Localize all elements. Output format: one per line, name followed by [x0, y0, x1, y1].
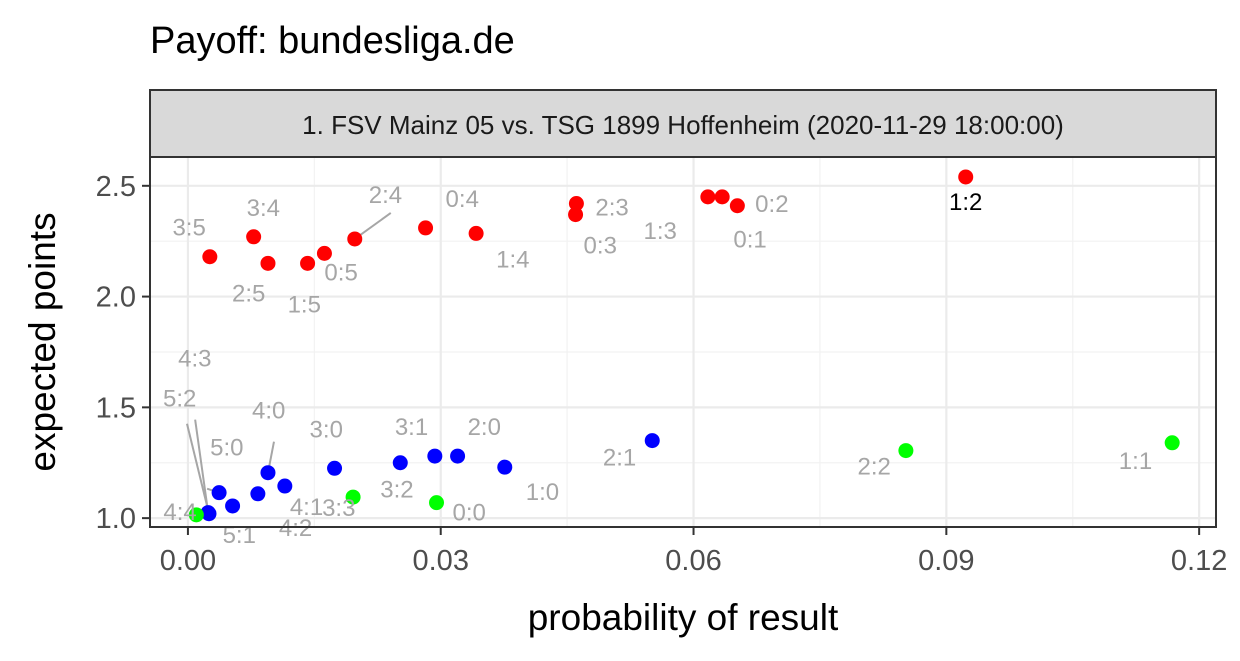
data-point — [202, 249, 218, 265]
axes: 0.00 0.03 0.06 0.09 0.12 1.0 1.5 2.0 2.5 — [96, 171, 1228, 577]
data-point — [714, 189, 730, 205]
point-label: 0:4 — [446, 186, 479, 213]
y-tick-label: 1.5 — [96, 392, 136, 424]
data-point — [260, 465, 276, 481]
x-tick-label: 0.03 — [413, 545, 469, 577]
data-point — [958, 169, 974, 185]
point-label: 4:0 — [252, 398, 285, 425]
chart-title: Payoff: bundesliga.de — [150, 20, 515, 62]
point-label: 0:3 — [584, 233, 617, 260]
point-label: 3:5 — [172, 215, 205, 242]
point-label: 2:2 — [858, 454, 891, 481]
point-label: 1:3 — [643, 218, 676, 245]
data-point — [1164, 435, 1180, 451]
data-point — [246, 229, 262, 245]
data-point — [211, 485, 227, 501]
facet-strip-label: 1. FSV Mainz 05 vs. TSG 1899 Hoffenheim … — [302, 110, 1064, 140]
x-tick-label: 0.06 — [665, 545, 721, 577]
point-label: 0:1 — [733, 227, 766, 254]
point-label: 4:3 — [178, 346, 211, 373]
x-axis-title: probability of result — [528, 597, 839, 638]
point-label: 1:5 — [288, 291, 321, 318]
label-leader-line — [186, 423, 210, 514]
point-label: 0:5 — [324, 259, 357, 286]
data-point — [225, 498, 241, 514]
data-point — [468, 225, 484, 241]
data-points — [188, 169, 1180, 523]
point-label: 3:2 — [380, 477, 413, 504]
data-point — [418, 220, 434, 236]
data-point — [188, 507, 204, 523]
point-label: 4:2 — [279, 515, 312, 542]
data-point — [345, 489, 361, 505]
point-label: 2:1 — [603, 445, 636, 472]
facet-strip — [149, 89, 1217, 158]
point-label: 0:2 — [755, 191, 788, 218]
data-point — [260, 255, 276, 271]
point-label: 1:2 — [949, 189, 982, 216]
point-label: 1:4 — [496, 246, 529, 273]
data-point — [347, 231, 363, 247]
data-point — [327, 460, 343, 476]
data-point — [392, 455, 408, 471]
point-label: 3:4 — [247, 195, 280, 222]
y-tick-label: 1.0 — [96, 503, 136, 535]
point-label: 1:1 — [1119, 448, 1152, 475]
data-point — [277, 478, 293, 494]
point-label: 4:1 — [290, 494, 323, 521]
point-labels: 1:2 0:2 1:3 0:1 2:3 0:3 0:4 1:4 2:4 0:5 3:4 3:5 2:5 1… — [163, 182, 1152, 549]
data-point — [729, 198, 745, 214]
data-point — [568, 196, 584, 212]
data-point — [316, 245, 332, 261]
panel-background — [150, 157, 1216, 527]
point-label: 5:0 — [210, 435, 243, 462]
x-tick-label: 0.00 — [160, 545, 216, 577]
y-tick-label: 2.0 — [96, 282, 136, 314]
data-point — [497, 459, 513, 475]
point-label: 1:0 — [526, 479, 559, 506]
data-point — [568, 207, 584, 223]
data-point — [429, 495, 445, 511]
x-tick-label: 0.12 — [1171, 545, 1227, 577]
point-label: 3:1 — [395, 414, 428, 441]
data-point — [300, 255, 316, 271]
point-label: 2:3 — [595, 195, 628, 222]
data-point — [898, 443, 914, 459]
grid — [150, 157, 1216, 527]
label-leader-line — [194, 419, 210, 513]
data-point — [427, 448, 443, 464]
data-point — [644, 433, 660, 449]
point-label: 4:4 — [163, 499, 196, 526]
point-label: 2:5 — [232, 280, 265, 307]
point-label: 5:2 — [163, 386, 196, 413]
y-axis-title: expected points — [22, 212, 63, 471]
data-point — [700, 189, 716, 205]
point-label: 2:4 — [369, 182, 402, 209]
x-tick-label: 0.09 — [918, 545, 974, 577]
point-label: 3:0 — [310, 416, 343, 443]
point-label: 2:0 — [468, 414, 501, 441]
data-point — [250, 486, 266, 502]
data-point — [201, 506, 217, 522]
y-tick-label: 2.5 — [96, 171, 136, 203]
data-point — [450, 448, 466, 464]
point-label: 3:3 — [322, 495, 355, 522]
point-label: 0:0 — [453, 500, 486, 527]
